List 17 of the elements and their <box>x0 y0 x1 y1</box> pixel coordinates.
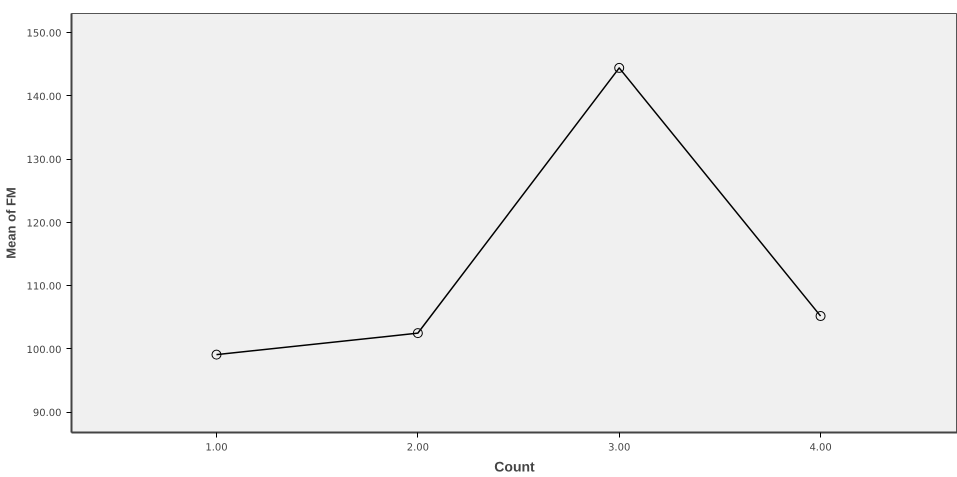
x-axis-title: Count <box>494 458 536 474</box>
point <box>816 311 826 322</box>
y-tick-label: 90.00 <box>32 408 62 420</box>
y-tick-label: 140.00 <box>26 92 62 103</box>
y-tick-label: 100.00 <box>26 344 62 356</box>
point <box>412 328 423 338</box>
y-tick-label: 110.00 <box>26 282 62 293</box>
y-axis-title: Mean of FM <box>4 187 19 259</box>
y-tick-label: 120.00 <box>26 218 62 230</box>
y-tick-label: 150.00 <box>26 28 62 40</box>
x-tick-label: 2.00 <box>406 442 429 454</box>
point <box>614 62 624 73</box>
x-tick-label: 4.00 <box>809 442 832 454</box>
x-tick-label: 3.00 <box>608 442 630 454</box>
point <box>211 350 222 360</box>
x-tick-label: 1.00 <box>205 442 228 454</box>
y-tick-label: 130.00 <box>26 155 62 166</box>
